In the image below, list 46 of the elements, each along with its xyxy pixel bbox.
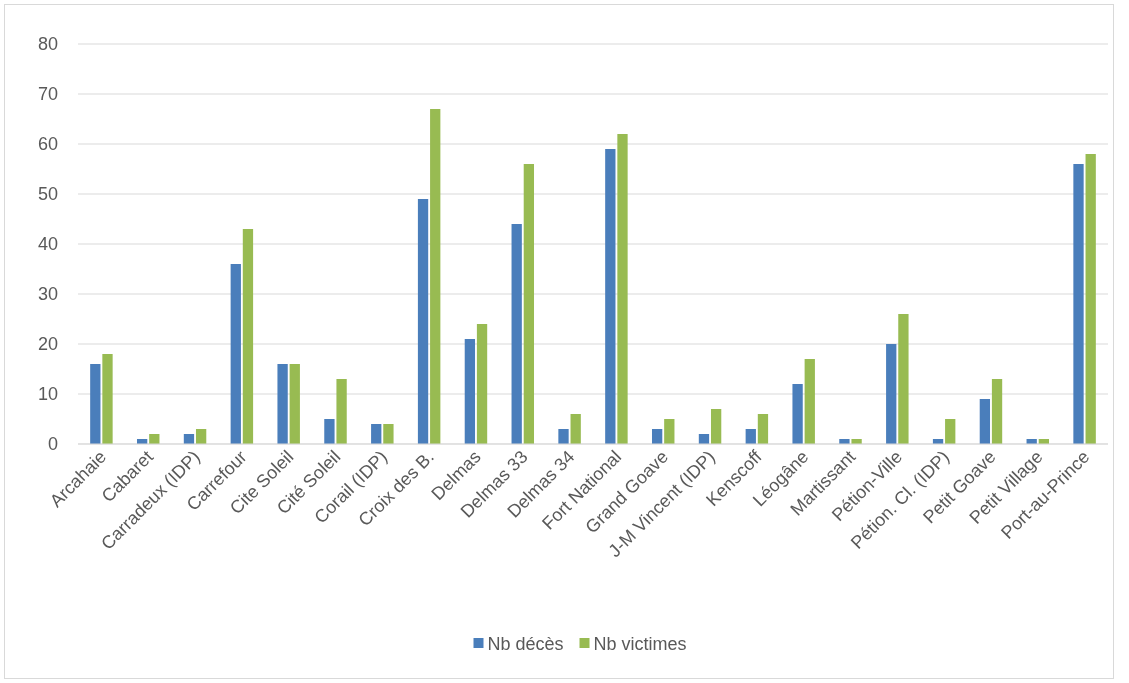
bar	[383, 424, 394, 444]
bar	[289, 364, 300, 444]
bar	[745, 429, 756, 444]
bar	[242, 229, 254, 444]
bar	[991, 379, 1003, 444]
y-tick-label: 0	[47, 434, 58, 455]
bar	[1085, 154, 1096, 444]
bar	[371, 424, 382, 444]
bar	[792, 384, 803, 444]
bar	[476, 324, 488, 444]
bar	[710, 409, 722, 444]
y-tick-label: 70	[37, 84, 58, 105]
bar	[605, 149, 616, 444]
y-tick-label: 60	[37, 134, 58, 155]
bar	[277, 364, 288, 444]
bar	[102, 354, 113, 444]
bar	[523, 164, 535, 444]
bar	[336, 379, 347, 444]
y-tick-label: 10	[37, 384, 58, 405]
bar	[979, 399, 991, 444]
y-tick-label: 80	[37, 34, 58, 55]
bar	[617, 134, 628, 444]
bar	[804, 359, 815, 444]
bar	[230, 264, 241, 444]
bar	[664, 419, 675, 444]
bar	[651, 429, 663, 444]
bar	[417, 199, 429, 444]
bar	[757, 414, 769, 444]
bar	[324, 419, 335, 444]
bar	[886, 344, 897, 444]
bar	[898, 314, 909, 444]
bar	[511, 224, 522, 444]
bar	[90, 364, 101, 444]
bar	[464, 339, 476, 444]
bar	[570, 414, 581, 444]
bar	[1073, 164, 1084, 444]
y-tick-label: 50	[37, 184, 58, 205]
bar	[558, 429, 569, 444]
y-tick-label: 30	[37, 284, 58, 305]
bar	[945, 419, 956, 444]
y-tick-label: 20	[37, 334, 58, 355]
legend-label: Nb victimes	[593, 634, 687, 655]
bar	[195, 429, 207, 444]
y-tick-label: 40	[37, 234, 58, 255]
legend-label: Nb décès	[487, 634, 564, 655]
bar	[430, 109, 441, 444]
